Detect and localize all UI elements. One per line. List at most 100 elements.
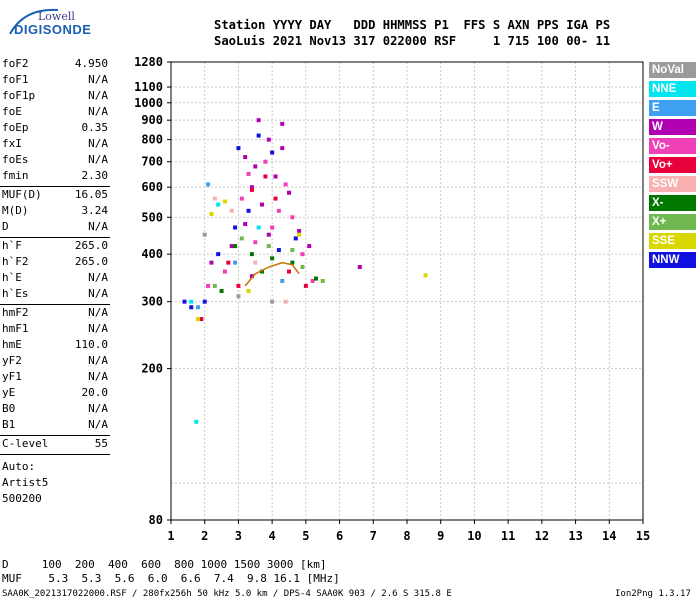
x-tick-label: 5 — [302, 529, 309, 543]
param-name: h`Es — [2, 287, 29, 300]
echo-point — [270, 256, 275, 261]
param-row: foEs N/A — [2, 153, 108, 169]
echo-point — [290, 260, 295, 265]
echo-point — [249, 185, 254, 190]
param-name: hmF2 — [2, 306, 29, 319]
param-name: fxI — [2, 137, 22, 150]
echo-point — [270, 299, 275, 304]
param-value: N/A — [88, 89, 108, 102]
echo-point — [270, 150, 275, 155]
param-row: yF2 N/A — [2, 354, 108, 370]
echo-point — [222, 269, 227, 274]
param-name: M(D) — [2, 204, 29, 217]
echo-point — [266, 232, 271, 237]
param-name: D — [2, 220, 9, 233]
echo-point — [249, 187, 254, 192]
echo-point — [297, 232, 302, 237]
echo-point — [307, 244, 312, 249]
legend-item: NNE — [649, 81, 696, 97]
echo-point — [189, 299, 194, 304]
echo-point — [300, 252, 305, 257]
header-line-2: SaoLuis 2021 Nov13 317 022000 RSF 1 715 … — [214, 34, 611, 48]
echo-point — [233, 225, 238, 230]
param-name: MUF(D) — [2, 188, 42, 201]
param-value: N/A — [88, 402, 108, 415]
param-value: 110.0 — [74, 338, 108, 351]
param-value: 265.0 — [74, 255, 108, 268]
param-row: D N/A — [2, 220, 108, 236]
echo-point — [283, 299, 288, 304]
param-name: B1 — [2, 418, 16, 431]
echo-point — [202, 299, 207, 304]
param-value: N/A — [88, 137, 108, 150]
echo-point — [256, 225, 261, 230]
param-name: hmF1 — [2, 322, 29, 335]
x-tick-label: 14 — [602, 529, 616, 543]
param-value: 2.30 — [81, 169, 109, 182]
echo-point — [423, 273, 428, 278]
auto-info-line: Auto: — [2, 460, 36, 473]
echo-point — [202, 232, 207, 237]
y-tick-label: 1100 — [134, 80, 163, 94]
param-value: N/A — [88, 370, 108, 383]
trace-line — [244, 261, 300, 287]
param-value: 55 — [94, 437, 108, 450]
footer-version: Ion2Png 1.3.17 — [615, 589, 691, 599]
echo-point — [199, 317, 204, 322]
echo-point — [280, 121, 285, 126]
echo-point — [212, 196, 217, 201]
echo-point — [297, 229, 302, 234]
echo-point — [243, 222, 248, 227]
echo-point — [283, 182, 288, 187]
echo-point — [313, 276, 318, 281]
y-tick-label: 500 — [141, 210, 163, 224]
param-value: N/A — [88, 73, 108, 86]
echo-point — [280, 278, 285, 283]
logo-digisonde-text: DIGISONDE — [14, 22, 92, 37]
param-name: h`F2 — [2, 255, 29, 268]
param-name: foF2 — [2, 57, 29, 70]
echo-point — [287, 190, 291, 195]
param-value: 20.0 — [81, 386, 109, 399]
param-row: fxI N/A — [2, 137, 108, 153]
param-row: C-level 55 — [2, 437, 108, 453]
echo-point — [310, 278, 315, 283]
legend-item: SSE — [649, 233, 696, 249]
auto-info-line: 500200 — [2, 492, 42, 505]
legend-item: X- — [649, 195, 696, 211]
param-row: h`Es N/A — [2, 287, 108, 303]
param-separator — [0, 304, 110, 305]
echo-point — [239, 236, 244, 241]
param-name: foEs — [2, 153, 29, 166]
ionogram-chart: 1 2 3 4 5 6 7 8 9 10 11 12 13 14 158020030040050060070… — [134, 55, 650, 543]
param-row: h`F2 265.0 — [2, 255, 108, 271]
param-row: B1 N/A — [2, 418, 108, 434]
param-name: yF1 — [2, 370, 22, 383]
param-separator — [0, 186, 110, 187]
echo-point — [287, 269, 291, 274]
echo-point — [219, 289, 224, 293]
echo-point — [280, 146, 285, 151]
x-tick-label: 3 — [235, 529, 242, 543]
param-value: N/A — [88, 306, 108, 319]
echo-point — [263, 174, 268, 179]
y-tick-label: 1280 — [134, 55, 163, 69]
x-tick-label: 13 — [568, 529, 582, 543]
echo-point — [303, 283, 308, 288]
param-row: M(D) 3.24 — [2, 204, 108, 220]
x-tick-label: 9 — [437, 529, 444, 543]
legend-item: Vo+ — [649, 157, 696, 173]
param-row: yF1 N/A — [2, 370, 108, 386]
echo-point — [273, 196, 278, 201]
param-value: N/A — [88, 322, 108, 335]
echo-point — [182, 299, 187, 304]
x-tick-label: 4 — [269, 529, 276, 543]
echo-point — [260, 202, 265, 207]
param-row: hmE 110.0 — [2, 338, 108, 354]
legend-item: W — [649, 119, 696, 135]
echo-point — [216, 252, 221, 257]
muf-row: MUF 5.3 5.3 5.6 6.0 6.6 7.4 9.8 16.1 [MH… — [2, 572, 340, 585]
echo-point — [229, 208, 234, 213]
x-tick-label: 15 — [636, 529, 650, 543]
param-row: foEp 0.35 — [2, 121, 108, 137]
